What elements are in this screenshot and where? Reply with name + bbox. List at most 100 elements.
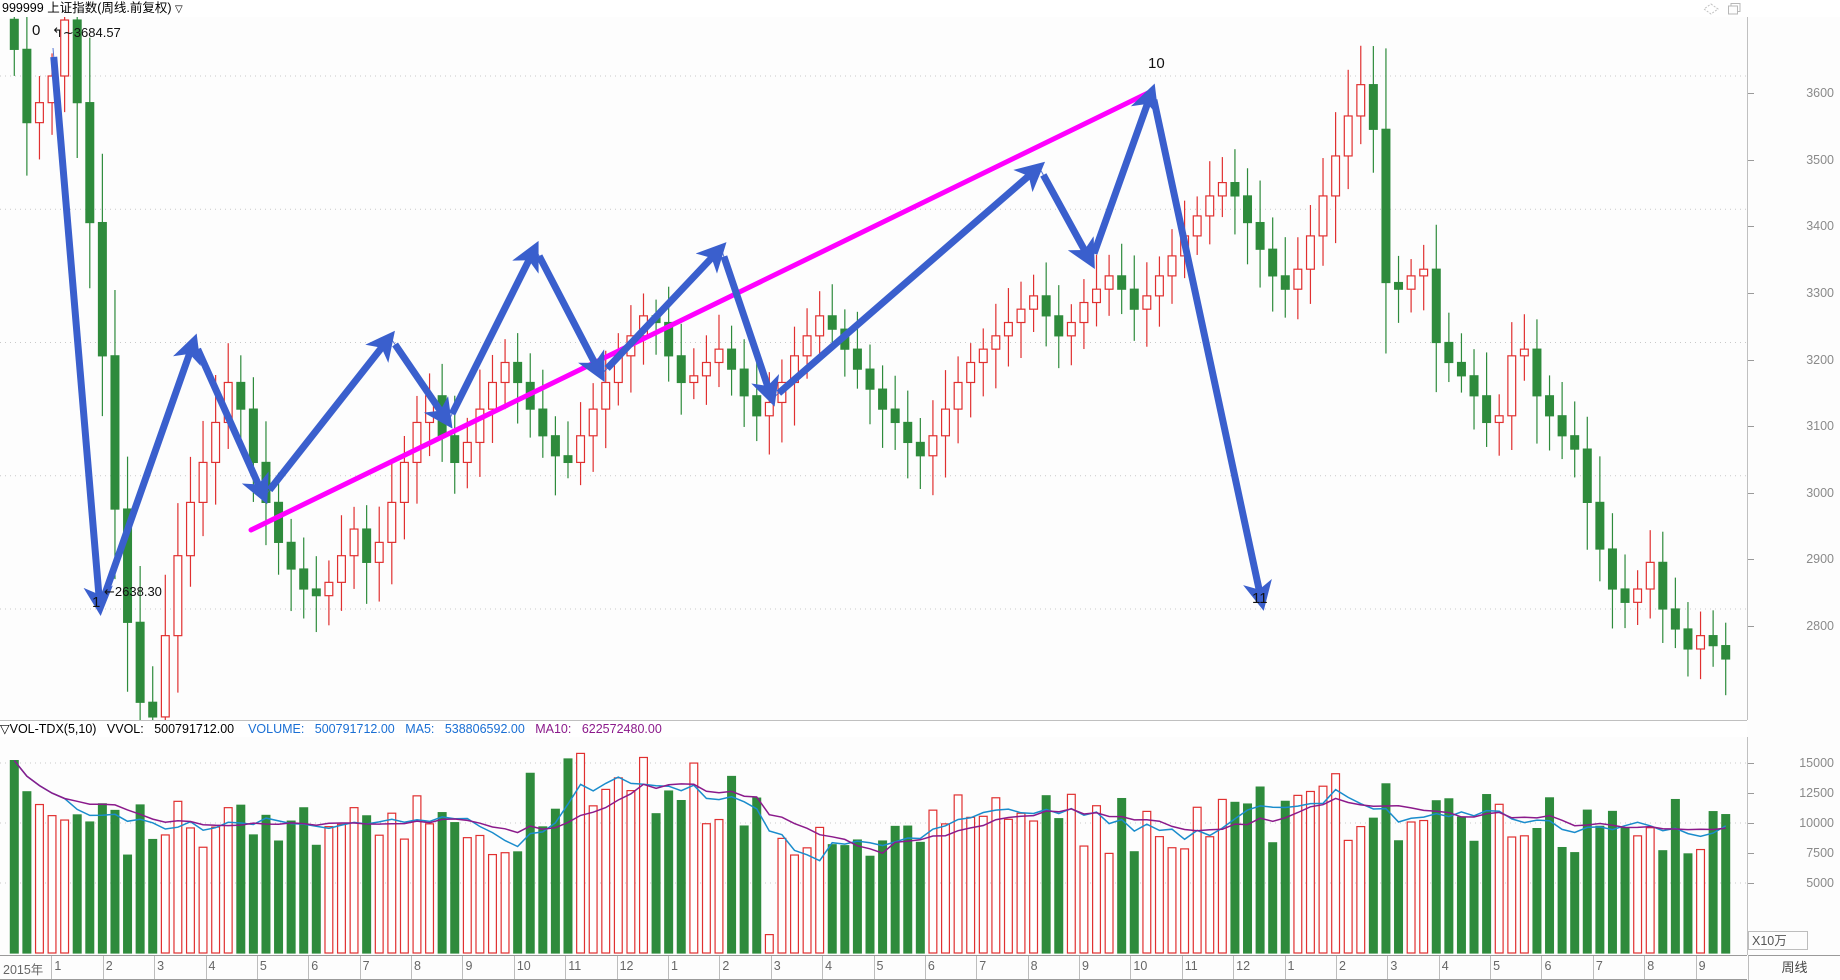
candlestick: [1444, 312, 1454, 383]
candle-body: [1708, 635, 1718, 647]
x-axis-separator: [154, 956, 156, 979]
candle-body: [1658, 561, 1668, 610]
candlestick: [286, 518, 296, 612]
candlestick: [550, 416, 560, 496]
candle-body: [1318, 195, 1328, 237]
volume-bar: [840, 845, 850, 954]
volume-axis-label: 7500: [1806, 846, 1834, 860]
x-axis-separator: [822, 956, 824, 979]
vol-indicator-name[interactable]: ▽VOL-TDX(5,10): [0, 722, 97, 736]
x-axis-separator: [1490, 956, 1492, 979]
candlestick: [223, 343, 233, 449]
volume-bar: [576, 752, 586, 954]
x-axis-label: 8: [1030, 959, 1038, 973]
volume-bar: [1104, 852, 1114, 954]
candlestick: [1066, 304, 1076, 366]
candle-body: [34, 102, 44, 124]
volume-bar: [1217, 798, 1227, 954]
volume-bar: [1293, 794, 1303, 954]
volume-bar: [1381, 783, 1391, 954]
period-label[interactable]: 周线: [1748, 955, 1840, 980]
window-controls[interactable]: [1702, 2, 1748, 16]
candlestick: [500, 339, 510, 410]
candle-body: [1607, 548, 1617, 590]
candlestick: [1708, 610, 1718, 667]
candle-body: [727, 348, 737, 370]
candle-body: [1381, 128, 1391, 284]
volume-bar: [727, 775, 737, 954]
volume-bar: [1129, 851, 1139, 954]
candle-body: [1167, 255, 1177, 277]
candle-body: [903, 421, 913, 444]
candlestick: [487, 354, 497, 443]
volume-bar: [1142, 810, 1152, 954]
volume-bar: [311, 844, 321, 954]
candle-body: [1469, 375, 1479, 397]
candlestick: [374, 506, 384, 602]
candle-body: [462, 441, 472, 464]
x-axis-separator: [1130, 956, 1132, 979]
candle-body: [248, 408, 258, 464]
x-axis-label: 8: [414, 959, 421, 973]
candle-body: [601, 381, 611, 410]
volume-bar: [123, 854, 133, 954]
vvol-value: 500791712.00: [154, 722, 235, 736]
volume-bar: [1620, 827, 1630, 954]
candlestick: [1318, 158, 1328, 266]
candle-body: [701, 361, 711, 377]
candlestick: [1545, 375, 1555, 451]
candlestick: [1431, 224, 1441, 393]
candlestick: [513, 333, 523, 424]
candle-body: [802, 335, 812, 357]
candle-body: [538, 408, 548, 437]
candle-body: [286, 541, 296, 570]
candle-body: [1670, 608, 1680, 630]
candlestick: [72, 17, 82, 158]
candlestick: [827, 284, 837, 347]
candlestick: [1029, 274, 1039, 333]
volume-bar: [60, 819, 70, 954]
axis-tick: [1748, 226, 1754, 228]
candlestick: [1368, 46, 1378, 173]
candle-body: [274, 501, 284, 543]
volume-bar: [827, 844, 837, 954]
candle-body: [890, 408, 900, 424]
volume-chart-pane[interactable]: [0, 737, 1748, 955]
candle-body: [1016, 308, 1026, 324]
volume-bar: [1154, 836, 1164, 954]
volume-bar: [1532, 827, 1542, 954]
volume-bar: [349, 807, 359, 954]
volume-bar: [1696, 848, 1706, 954]
symbol-dropdown-icon[interactable]: ▽: [175, 4, 183, 15]
candle-body: [173, 555, 183, 637]
candlestick: [1482, 352, 1492, 447]
candlestick: [588, 383, 598, 472]
candle-body: [1117, 275, 1127, 290]
vvol-label: VVOL:: [106, 722, 144, 736]
symbol-code: 999999: [2, 1, 44, 15]
volume-bar: [97, 803, 107, 954]
x-axis-label: 11: [568, 959, 582, 973]
candlestick: [110, 290, 120, 580]
candlestick: [1582, 416, 1592, 550]
volume-bar: [1054, 818, 1064, 954]
x-axis-label: 6: [1544, 959, 1552, 973]
volume-bar: [185, 827, 195, 954]
wave-arrow: [1040, 173, 1095, 270]
x-axis-label: 3: [773, 959, 781, 973]
volume-bar: [274, 840, 284, 954]
candlestick: [978, 328, 988, 397]
candlestick: [274, 472, 284, 575]
candle-body: [1142, 295, 1152, 310]
volume-bar: [286, 820, 296, 954]
x-axis-label: 6: [927, 959, 935, 973]
volume-bar: [1356, 825, 1366, 954]
candlestick: [563, 421, 573, 479]
volume-bar: [248, 834, 258, 954]
volume-bar: [638, 756, 648, 954]
x-axis-label: 7: [1595, 959, 1603, 973]
volume-ma5-line: [13, 760, 1727, 862]
price-chart-pane[interactable]: [0, 17, 1748, 720]
candle-body: [450, 435, 460, 464]
